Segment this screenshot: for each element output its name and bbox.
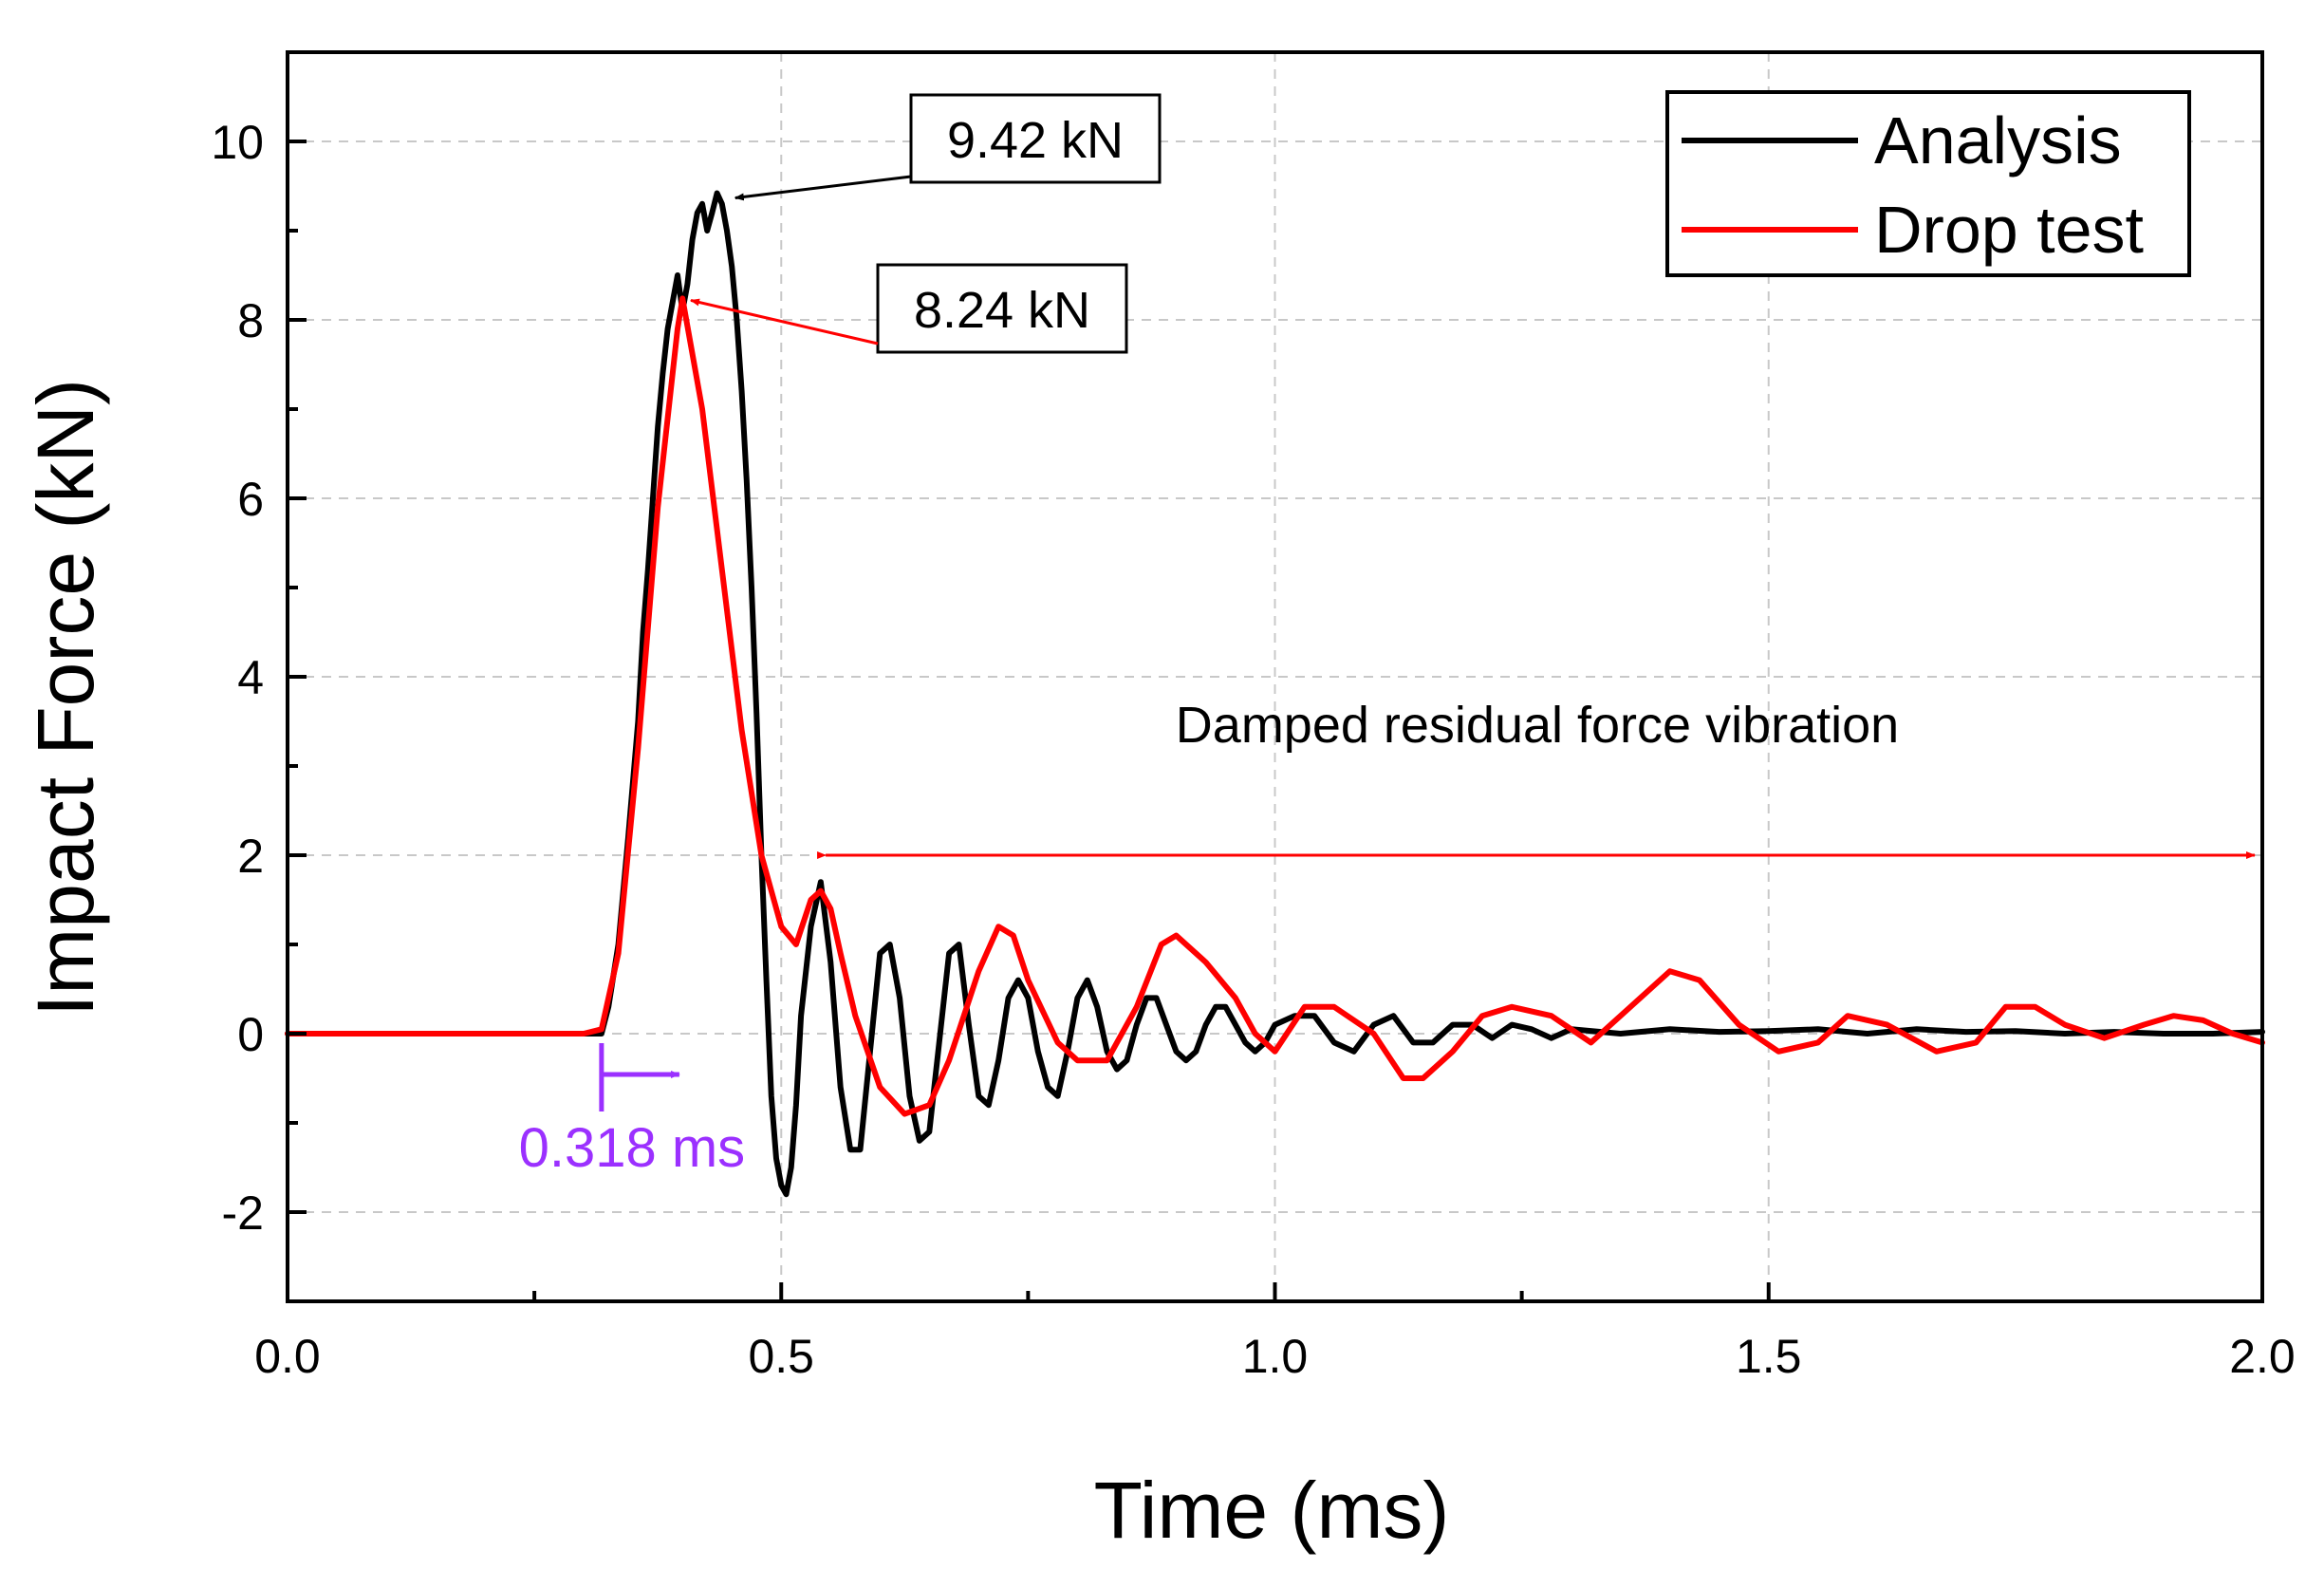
legend-label-drop-test: Drop test bbox=[1874, 193, 2144, 267]
grid bbox=[288, 52, 2262, 1301]
peak-drop-label: 8.24 kN bbox=[914, 282, 1090, 339]
x-tick-label: 0.0 bbox=[254, 1330, 321, 1383]
x-tick-label: 1.0 bbox=[1242, 1330, 1309, 1383]
peak-drop-arrow bbox=[690, 298, 879, 346]
x-tick-label: 1.5 bbox=[1736, 1330, 1802, 1383]
peak-analysis-label: 9.42 kN bbox=[947, 112, 1124, 169]
legend-label-analysis: Analysis bbox=[1874, 103, 2122, 177]
plot-series bbox=[285, 190, 2265, 1198]
legend-box bbox=[1665, 90, 2191, 277]
y-tick-label: 0 bbox=[237, 1008, 264, 1061]
y-tick-label: 10 bbox=[211, 116, 264, 169]
series-line-analysis bbox=[285, 190, 2265, 1198]
y-tick-label: -2 bbox=[222, 1186, 264, 1240]
x-axis-title: Time (ms) bbox=[1094, 1466, 1450, 1555]
axis-ticks: 0.0 0.5 1.0 1.5 2.0 -2 0 2 4 6 8 10 bbox=[211, 50, 2296, 1383]
delay-label: 0.318 ms bbox=[519, 1117, 746, 1179]
legend: Analysis Drop test bbox=[1665, 90, 2191, 277]
series-line-drop-test bbox=[285, 295, 2265, 1117]
y-tick-label: 2 bbox=[237, 830, 264, 883]
x-tick-label: 2.0 bbox=[2229, 1330, 2296, 1383]
x-tick-label: 0.5 bbox=[748, 1330, 814, 1383]
y-tick-label: 4 bbox=[237, 651, 264, 704]
peak-drop-callout: 8.24 kN bbox=[690, 263, 1128, 354]
y-axis-title: Impact Force (kN) bbox=[21, 379, 110, 1017]
damped-vibration-label: Damped residual force vibration bbox=[1176, 697, 1899, 754]
peak-analysis-callout: 9.42 kN bbox=[734, 93, 1162, 201]
peak-drop-box bbox=[876, 263, 1128, 354]
y-tick-label: 8 bbox=[237, 294, 264, 347]
peak-analysis-box bbox=[909, 93, 1162, 184]
peak-analysis-arrow bbox=[734, 175, 912, 201]
annotations: 9.42 kN 8.24 kN Damped residual force vi… bbox=[519, 93, 2256, 1179]
y-tick-label: 6 bbox=[237, 473, 264, 526]
